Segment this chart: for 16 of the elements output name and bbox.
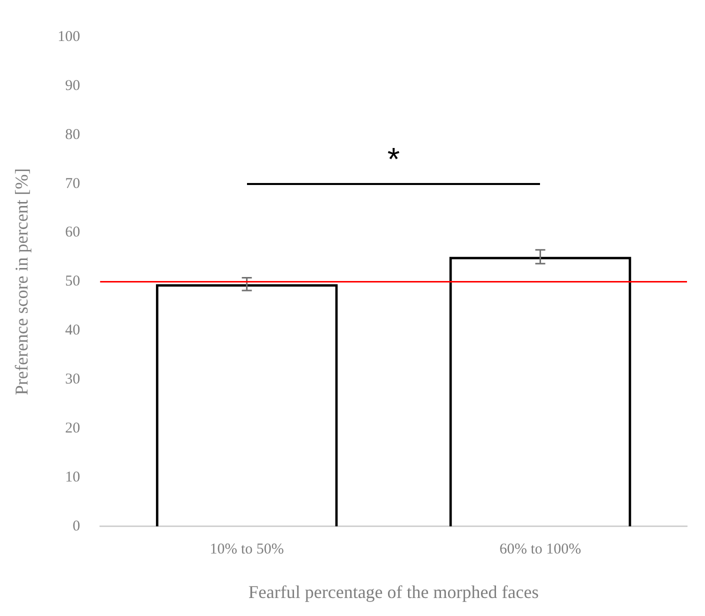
y-tick-label: 0: [72, 518, 80, 534]
y-tick-label: 90: [65, 78, 80, 94]
y-tick-label: 50: [65, 274, 80, 290]
y-tick-label: 10: [65, 469, 80, 486]
x-tick-label: 10% to 50%: [210, 541, 284, 558]
y-tick-label: 60: [65, 224, 80, 241]
x-axis-title: Fearful percentage of the morphed faces: [248, 582, 539, 602]
y-tick-label: 30: [65, 372, 80, 388]
annotation: *: [387, 140, 400, 177]
y-axis-title: Preference score in percent [%]: [12, 168, 32, 396]
y-tick-label: 20: [65, 420, 80, 436]
x-tick-label: 60% to 100%: [499, 541, 582, 558]
y-tick-label: 40: [65, 322, 80, 339]
y-tick-label: 100: [58, 28, 80, 45]
y-tick-label: 80: [65, 126, 80, 143]
y-tick-label: 70: [65, 176, 80, 192]
